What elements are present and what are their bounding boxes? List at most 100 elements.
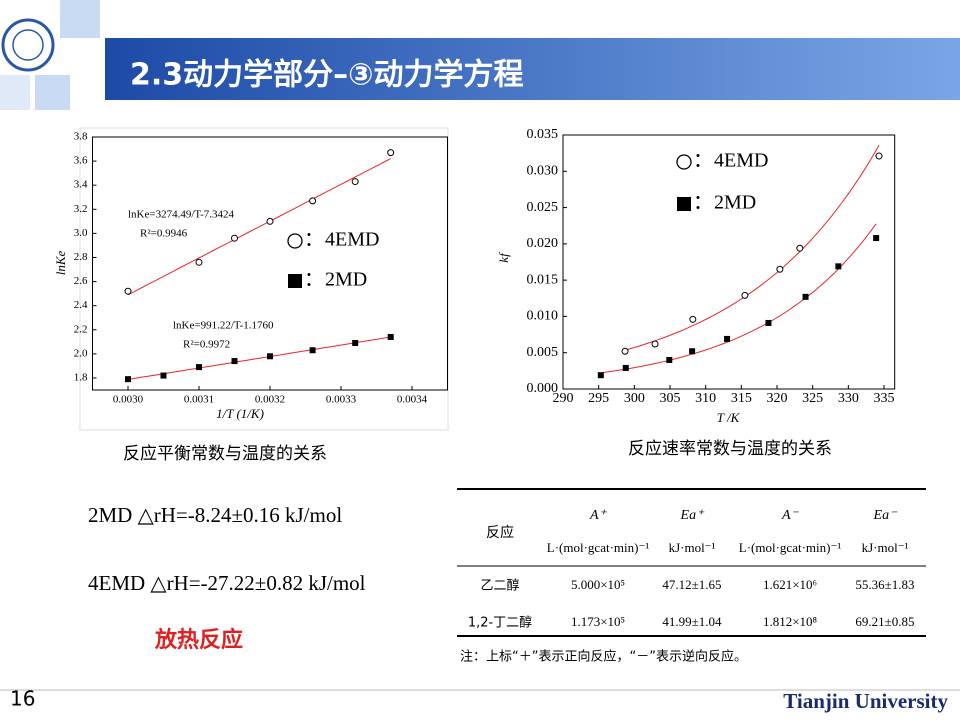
x-tick-label: 320 xyxy=(767,391,788,406)
x-tick-label: 0.0033 xyxy=(326,394,357,406)
data-point xyxy=(309,197,317,205)
data-point xyxy=(196,364,202,371)
data-point xyxy=(597,372,604,379)
equation: 2MD △rH=-8.24±0.16 kJ/mol xyxy=(88,503,342,527)
table-unit: L·(mol·gcat·min)⁻¹ xyxy=(547,540,650,555)
data-point xyxy=(351,178,359,186)
table-note: 注：上标“＋”表示正向反应，“－”表示逆向反应。 xyxy=(460,649,747,665)
data-point xyxy=(724,335,731,342)
y-tick-label: 0.005 xyxy=(527,345,559,360)
x-tick-label: 325 xyxy=(802,391,823,406)
y-tick-label: 3.6 xyxy=(74,155,88,167)
table-unit: kJ·mol⁻¹ xyxy=(669,540,716,555)
y-tick-label: 3.0 xyxy=(74,227,88,239)
table-unit: kJ·mol⁻¹ xyxy=(862,540,909,555)
data-point xyxy=(796,244,804,252)
data-point xyxy=(873,235,880,242)
data-point xyxy=(621,347,629,355)
data-point xyxy=(741,291,749,299)
y-axis-label: lnKe xyxy=(53,250,68,275)
data-point xyxy=(309,347,316,354)
institution: Tianjin University xyxy=(783,689,948,713)
y-tick-label: 2.8 xyxy=(74,251,88,263)
legend-separator: ： xyxy=(304,229,324,251)
data-point xyxy=(160,372,167,379)
x-tick-label: 310 xyxy=(695,391,716,406)
y-tick-label: 3.2 xyxy=(74,203,88,215)
data-point xyxy=(125,376,131,383)
decoration xyxy=(0,75,30,110)
y-tick-label: 0.035 xyxy=(527,127,559,142)
fit-line xyxy=(624,145,880,351)
table-cell: 1,2-丁二醇 xyxy=(468,615,532,631)
conclusion: 放热反应 xyxy=(154,627,243,652)
header-bar xyxy=(105,38,960,100)
x-axis-label: T /K xyxy=(717,410,741,425)
plot-frame xyxy=(562,134,896,390)
data-point xyxy=(231,358,238,365)
table-header: A⁻ xyxy=(781,508,800,523)
table-header: Ea⁺ xyxy=(680,508,706,523)
y-tick-label: 3.8 xyxy=(74,131,88,143)
table-cell: 1.621×10⁶ xyxy=(763,577,817,592)
annotation: lnKe=3274.49/T-7.3424 xyxy=(128,209,235,221)
y-tick-label: 0.025 xyxy=(527,200,559,215)
legend-label: 2MD xyxy=(325,269,367,291)
data-point xyxy=(387,333,394,340)
legend-separator: ： xyxy=(304,269,324,291)
table-cell: 5.000×10⁵ xyxy=(571,577,625,592)
annotation: R²=0.9946 xyxy=(140,228,188,240)
x-tick-label: 0.0032 xyxy=(255,394,285,406)
annotation: R²=0.9972 xyxy=(183,339,230,351)
legend-separator: ： xyxy=(693,150,713,172)
data-point xyxy=(689,348,696,355)
y-tick-label: 2.4 xyxy=(74,299,88,311)
x-tick-label: 0.0034 xyxy=(397,394,428,406)
page-number: 16 xyxy=(10,687,35,711)
data-point xyxy=(622,364,629,371)
x-tick-label: 305 xyxy=(660,391,681,406)
y-tick-label: 2.6 xyxy=(74,275,88,287)
y-tick-label: 1.8 xyxy=(74,371,88,383)
legend-marker xyxy=(676,154,692,170)
x-tick-label: 290 xyxy=(553,391,574,406)
data-point xyxy=(835,263,842,270)
table-unit: L·(mol·gcat·min)⁻¹ xyxy=(739,540,842,555)
table-header: 反应 xyxy=(486,524,514,541)
legend-label: 4EMD xyxy=(714,150,768,172)
caption: 反应速率常数与温度的关系 xyxy=(628,439,832,458)
decoration xyxy=(60,0,100,38)
x-tick-label: 0.0030 xyxy=(113,394,144,406)
y-tick-label: 0.020 xyxy=(527,236,559,251)
y-tick-label: 3.4 xyxy=(74,179,88,191)
data-point xyxy=(666,356,673,363)
data-point xyxy=(267,353,273,360)
logo xyxy=(1,18,55,72)
table-cell: 41.99±1.04 xyxy=(662,614,722,629)
data-point xyxy=(387,149,395,157)
y-tick-label: 0.030 xyxy=(527,164,559,179)
y-tick-label: 0.000 xyxy=(527,381,559,396)
fit-line xyxy=(127,158,391,296)
annotation: lnKe=991.22/T-1.1760 xyxy=(173,320,274,332)
data-point xyxy=(802,293,809,300)
logo xyxy=(12,29,44,61)
data-point xyxy=(689,315,697,323)
x-axis-label: 1/T (1/K) xyxy=(216,406,264,421)
fit-line xyxy=(600,223,877,374)
data-point xyxy=(765,319,772,326)
equation: 4EMD △rH=-27.22±0.82 kJ/mol xyxy=(88,571,366,595)
data-point xyxy=(875,152,883,160)
table-cell: 69.21±0.85 xyxy=(855,614,914,629)
legend-separator: ： xyxy=(693,192,713,214)
caption: 反应平衡常数与温度的关系 xyxy=(123,444,327,463)
y-tick-label: 0.010 xyxy=(527,309,559,324)
fit-line xyxy=(127,336,391,380)
data-point xyxy=(266,217,274,225)
legend-marker xyxy=(288,274,302,288)
data-point xyxy=(776,265,784,273)
table-cell: 55.36±1.83 xyxy=(855,577,914,592)
legend-label: 4EMD xyxy=(325,229,379,251)
